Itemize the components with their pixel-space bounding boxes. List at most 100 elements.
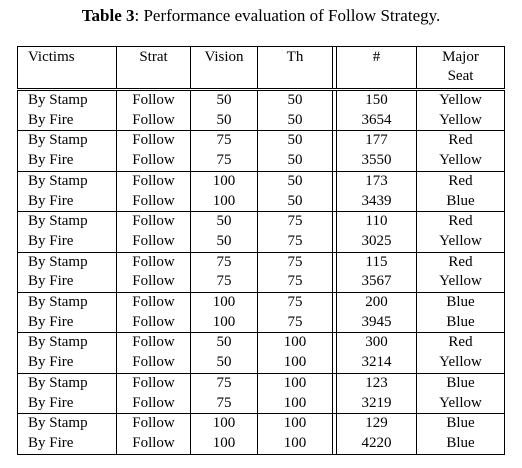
cell-major-seat: Yellow [416,110,505,131]
cell-strat: Follow [116,89,191,111]
cell-gap [332,372,337,394]
cell-count: 300 [336,332,417,354]
table-body: By Stamp Follow 50 50 150 Yellow By Fire Follow… [17,89,505,455]
header-vision: Vision [190,46,258,91]
performance-table: Victims Strat Vision Th # Major Seat By … [17,46,505,455]
cell-vision: 50 [190,211,258,232]
table-row: By Stamp Follow 100 100 129 Blue [17,413,505,434]
table-row: By Stamp Follow 75 50 177 Red [17,130,505,152]
table-row: By Fire Follow 100 100 4220 Blue [17,433,505,455]
cell-count: 173 [336,170,417,192]
cell-vision: 50 [190,110,258,131]
cell-vision: 100 [190,433,258,455]
cell-victims: By Fire [17,231,117,253]
cell-count: 129 [336,413,417,434]
cell-gap [332,130,337,152]
cell-vision: 100 [190,170,258,192]
header-victims: Victims [17,46,117,91]
cell-vision: 75 [190,272,258,293]
table-row: By Fire Follow 75 50 3550 Yellow [17,151,505,172]
cell-strat: Follow [116,191,191,212]
table-row: By Fire Follow 50 50 3654 Yellow [17,110,505,131]
cell-strat: Follow [116,110,191,131]
cell-victims: By Fire [17,312,117,333]
cell-strat: Follow [116,211,191,232]
caption-label: Table 3 [81,6,135,25]
cell-strat: Follow [116,433,191,455]
cell-victims: By Fire [17,433,117,455]
header-gap [332,46,337,91]
cell-strat: Follow [116,413,191,434]
cell-th: 100 [257,372,333,394]
cell-gap [332,211,337,232]
table-row: By Fire Follow 100 75 3945 Blue [17,312,505,333]
cell-vision: 75 [190,130,258,152]
cell-vision: 50 [190,231,258,253]
table-row: By Fire Follow 100 50 3439 Blue [17,191,505,212]
table-row: By Stamp Follow 75 100 123 Blue [17,372,505,394]
table-row: By Stamp Follow 75 75 115 Red [17,251,505,273]
cell-major-seat: Blue [416,372,505,394]
cell-th: 100 [257,433,333,455]
cell-major-seat: Yellow [416,89,505,111]
cell-major-seat: Yellow [416,393,505,414]
cell-major-seat: Yellow [416,272,505,293]
cell-vision: 100 [190,312,258,333]
cell-strat: Follow [116,393,191,414]
cell-vision: 75 [190,151,258,172]
header-th: Th [257,46,333,91]
cell-victims: By Fire [17,393,117,414]
cell-major-seat: Red [416,211,505,232]
table-row: By Stamp Follow 50 100 300 Red [17,332,505,354]
cell-victims: By Stamp [17,211,117,232]
cell-count: 110 [336,211,417,232]
cell-victims: By Stamp [17,413,117,434]
table-row: By Stamp Follow 100 75 200 Blue [17,292,505,313]
cell-count: 3654 [336,110,417,131]
cell-vision: 50 [190,332,258,354]
cell-victims: By Fire [17,353,117,374]
header-strat: Strat [116,46,191,91]
cell-th: 75 [257,211,333,232]
cell-major-seat: Yellow [416,151,505,172]
cell-victims: By Stamp [17,130,117,152]
cell-gap [332,170,337,192]
cell-th: 75 [257,312,333,333]
table-header-row: Victims Strat Vision Th # Major Seat [17,46,505,91]
cell-strat: Follow [116,332,191,354]
cell-victims: By Stamp [17,170,117,192]
cell-gap [332,292,337,313]
cell-count: 123 [336,372,417,394]
cell-vision: 75 [190,393,258,414]
cell-major-seat: Red [416,130,505,152]
table-row: By Stamp Follow 50 50 150 Yellow [17,89,505,111]
cell-th: 100 [257,332,333,354]
cell-count: 3219 [336,393,417,414]
cell-vision: 100 [190,413,258,434]
table-row: By Fire Follow 75 75 3567 Yellow [17,272,505,293]
cell-strat: Follow [116,170,191,192]
cell-count: 3567 [336,272,417,293]
cell-major-seat: Blue [416,191,505,212]
cell-th: 50 [257,151,333,172]
cell-victims: By Fire [17,191,117,212]
cell-victims: By Fire [17,272,117,293]
cell-count: 4220 [336,433,417,455]
cell-victims: By Stamp [17,89,117,111]
cell-th: 50 [257,170,333,192]
cell-strat: Follow [116,312,191,333]
cell-victims: By Fire [17,151,117,172]
header-major-line1: Major [442,49,479,65]
cell-count: 3439 [336,191,417,212]
cell-major-seat: Blue [416,413,505,434]
cell-th: 50 [257,110,333,131]
cell-victims: By Stamp [17,372,117,394]
cell-vision: 50 [190,89,258,111]
cell-strat: Follow [116,353,191,374]
cell-strat: Follow [116,130,191,152]
cell-count: 3550 [336,151,417,172]
cell-th: 75 [257,231,333,253]
cell-vision: 100 [190,191,258,212]
table-row: By Stamp Follow 100 50 173 Red [17,170,505,192]
cell-victims: By Fire [17,110,117,131]
